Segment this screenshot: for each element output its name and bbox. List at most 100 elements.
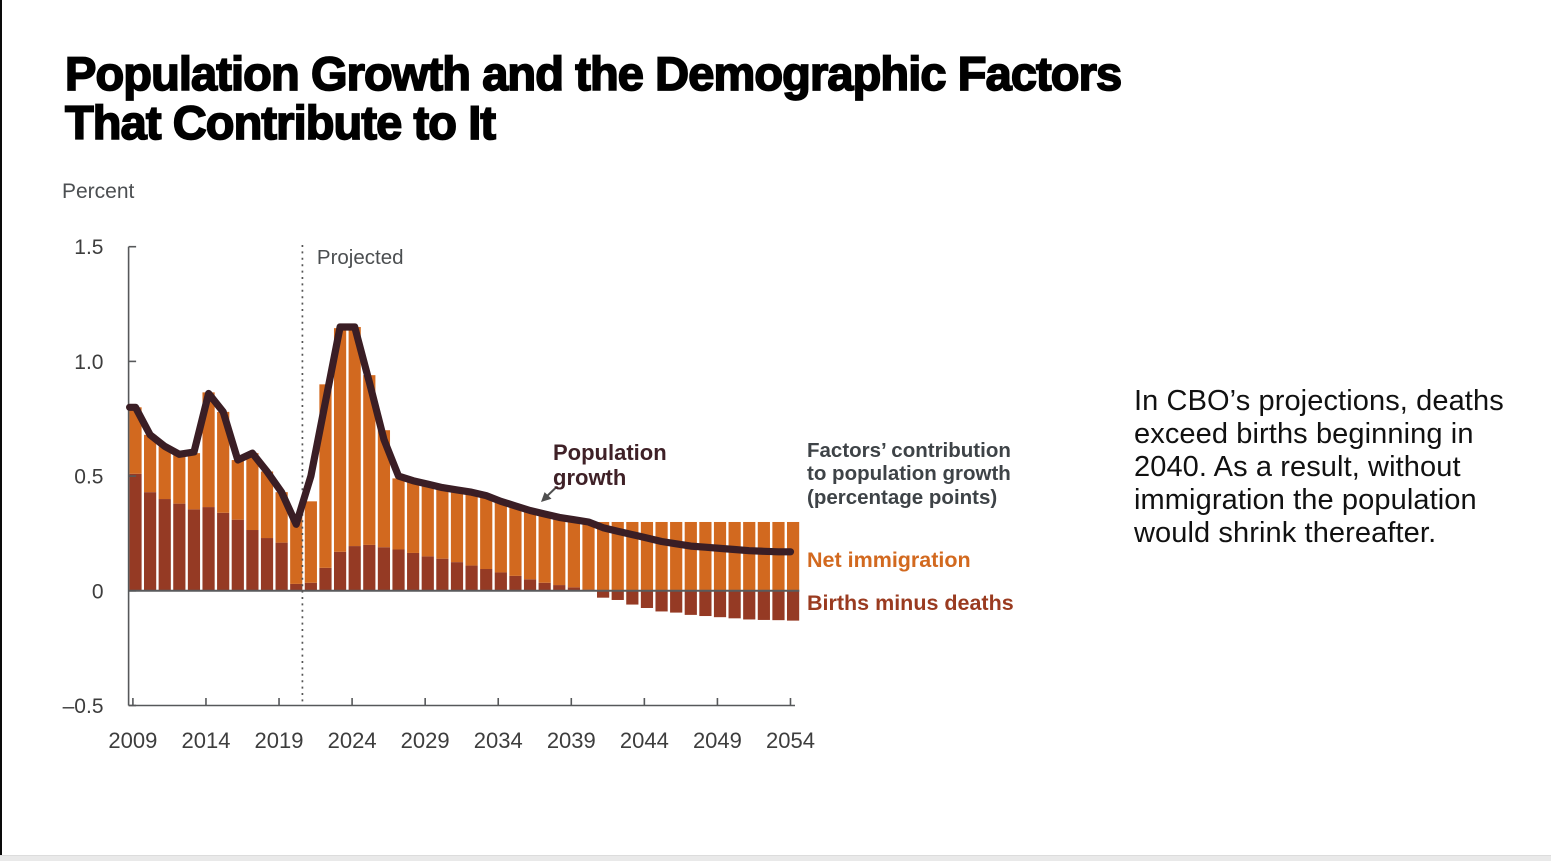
bar-net-immigration-2052: [757, 521, 770, 591]
chart-title: Population Growth and the Demographic Fa…: [64, 47, 1123, 149]
y-tick-label: 0.5: [74, 466, 103, 489]
bar-births-minus-deaths-2041: [597, 590, 610, 598]
side-commentary: In CBO’s projections, deaths exceed birt…: [1134, 385, 1504, 549]
bar-net-immigration-2042: [611, 521, 624, 591]
bar-births-minus-deaths-2014: [202, 507, 215, 591]
bar-births-minus-deaths-2024: [348, 546, 361, 591]
bar-net-immigration-2015: [217, 411, 230, 513]
bar-net-immigration-2040: [582, 520, 595, 590]
bottom-scrollbar-strip[interactable]: [0, 855, 1551, 861]
x-tick-label: 2039: [547, 728, 596, 753]
projected-label: Projected: [317, 246, 404, 269]
x-tick-label: 2009: [108, 728, 157, 753]
bar-net-immigration-2054: [786, 521, 800, 591]
bar-births-minus-deaths-2032: [465, 565, 478, 591]
window-left-edge: [0, 0, 2, 855]
bar-net-immigration-2030: [436, 487, 449, 559]
bar-births-minus-deaths-2030: [436, 558, 449, 591]
legend-births-minus-deaths: Births minus deaths: [807, 591, 1014, 615]
y-tick-label: –0.5: [63, 695, 104, 718]
bar-births-minus-deaths-2010: [144, 492, 157, 591]
bar-births-minus-deaths-2013: [187, 509, 201, 591]
bar-births-minus-deaths-2034: [494, 572, 507, 591]
bar-births-minus-deaths-2047: [684, 590, 697, 615]
bar-births-minus-deaths-2031: [450, 562, 464, 591]
bar-net-immigration-2044: [640, 521, 654, 591]
bar-net-immigration-2013: [187, 453, 201, 510]
bar-births-minus-deaths-2043: [626, 590, 639, 605]
bar-net-immigration-2033: [480, 495, 493, 570]
bar-net-immigration-2045: [655, 521, 668, 591]
bar-births-minus-deaths-2012: [173, 503, 186, 591]
bar-births-minus-deaths-2037: [538, 582, 551, 591]
bar-births-minus-deaths-2033: [480, 569, 493, 591]
bar-net-immigration-2023: [333, 328, 347, 552]
bar-births-minus-deaths-2039: [567, 587, 580, 591]
bar-net-immigration-2034: [494, 501, 507, 573]
bar-net-immigration-2021: [304, 501, 317, 583]
bar-net-immigration-2035: [509, 505, 522, 576]
bar-births-minus-deaths-2021: [304, 582, 317, 591]
x-tick-label: 2019: [255, 728, 304, 753]
y-tick-label: 1.5: [74, 236, 103, 259]
bar-net-immigration-2053: [772, 521, 785, 591]
bar-net-immigration-2047: [684, 521, 697, 591]
bar-births-minus-deaths-2048: [699, 590, 712, 617]
x-tick-label: 2024: [328, 728, 377, 753]
x-tick-label: 2029: [401, 728, 450, 753]
bar-births-minus-deaths-2009: [129, 473, 142, 591]
bar-net-immigration-2038: [553, 517, 566, 586]
bar-births-minus-deaths-2050: [728, 590, 741, 619]
bar-births-minus-deaths-2053: [772, 590, 785, 621]
x-tick-label: 2054: [766, 728, 815, 753]
bar-births-minus-deaths-2028: [407, 552, 420, 591]
bar-net-immigration-2016: [231, 460, 244, 520]
bar-births-minus-deaths-2051: [743, 590, 756, 620]
bar-net-immigration-2041: [597, 521, 610, 591]
arrow-head: [541, 492, 552, 502]
bar-births-minus-deaths-2054: [786, 590, 800, 621]
bar-net-immigration-2048: [699, 521, 712, 591]
x-tick-label: 2034: [474, 728, 523, 753]
bar-net-immigration-2039: [567, 520, 580, 588]
bar-births-minus-deaths-2017: [246, 530, 259, 591]
bar-births-minus-deaths-2044: [640, 590, 654, 609]
bar-net-immigration-2018: [260, 471, 274, 539]
bar-births-minus-deaths-2023: [333, 551, 347, 591]
bar-net-immigration-2026: [377, 430, 391, 548]
bar-births-minus-deaths-2025: [363, 544, 376, 591]
bar-net-immigration-2046: [670, 521, 683, 591]
x-tick-label: 2049: [693, 728, 742, 753]
bar-net-immigration-2009: [129, 407, 142, 474]
bar-net-immigration-2050: [728, 521, 741, 591]
bar-births-minus-deaths-2019: [275, 542, 288, 591]
bar-births-minus-deaths-2015: [217, 512, 230, 591]
x-tick-label: 2044: [620, 728, 669, 753]
population-growth-line: [126, 323, 795, 556]
bar-births-minus-deaths-2018: [260, 538, 274, 591]
x-tick-label: 2014: [181, 728, 230, 753]
bar-net-immigration-2010: [144, 434, 157, 493]
bar-net-immigration-2028: [407, 481, 420, 553]
bar-net-immigration-2051: [743, 521, 756, 591]
bars-layer: [129, 326, 800, 621]
bar-births-minus-deaths-2029: [421, 556, 434, 591]
bar-net-immigration-2043: [626, 521, 639, 591]
bar-births-minus-deaths-2020: [290, 583, 303, 591]
bar-net-immigration-2024: [348, 326, 361, 547]
bar-net-immigration-2032: [465, 492, 478, 566]
bar-births-minus-deaths-2049: [713, 590, 727, 618]
bar-net-immigration-2049: [713, 521, 727, 591]
annotation-arrow-icon: [541, 486, 558, 502]
bar-net-immigration-2014: [202, 392, 215, 508]
bar-net-immigration-2036: [523, 510, 537, 580]
bar-births-minus-deaths-2027: [392, 549, 405, 591]
bar-births-minus-deaths-2016: [231, 519, 244, 591]
bar-births-minus-deaths-2011: [158, 499, 171, 591]
bar-net-immigration-2012: [173, 453, 186, 504]
legend-heading: Factors’ contribution to population grow…: [807, 439, 1011, 509]
bar-births-minus-deaths-2022: [319, 567, 332, 591]
